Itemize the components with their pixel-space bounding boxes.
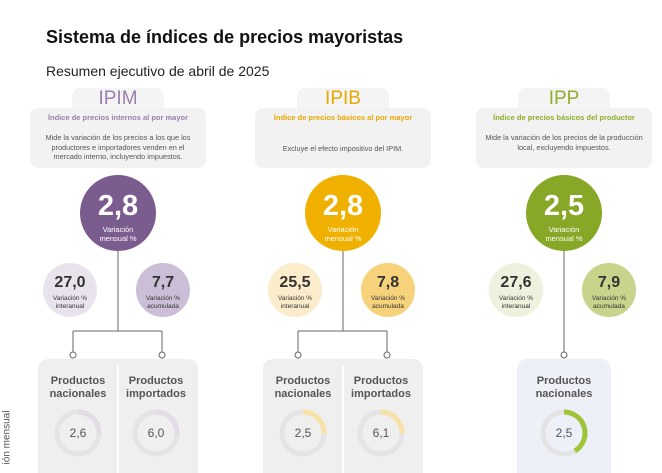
cumulative-circle [136, 263, 190, 317]
index-name: IPIM [98, 88, 138, 109]
index-full-name: Índice de precios básicos al por mayor [273, 113, 413, 122]
cumulative-label: Variación % acumulada [591, 295, 627, 310]
header-tab [72, 88, 164, 114]
cumulative-circle [582, 263, 636, 317]
index-full-name: Índice de precios internos al por mayor [47, 113, 189, 122]
index-description: Mide la variación de los precios a los q… [45, 133, 191, 161]
product-value: 6,0 [147, 426, 165, 440]
description-box [255, 108, 431, 168]
monthly-value: 2,5 [543, 190, 585, 222]
interannual-value: 25,5 [279, 274, 311, 291]
monthly-label: Variación mensual % [324, 225, 362, 243]
donut-arc [563, 409, 588, 454]
interannual-value: 27,0 [54, 274, 86, 291]
subtitle: Resumen ejecutivo de abril de 2025 [46, 63, 270, 79]
products-box [517, 359, 611, 473]
product-value: 2,5 [555, 426, 573, 440]
interannual-label: Variación % interanual [52, 295, 88, 310]
title: Sistema de índices de precios mayoristas [46, 27, 404, 47]
cumulative-value: 7,9 [597, 274, 621, 291]
index-description: Mide la variación de los precios de la p… [485, 133, 643, 152]
product-value: 2,5 [294, 426, 312, 440]
index-full-name: Índice de precios básicos del productor [493, 113, 635, 122]
cumulative-circle [361, 263, 415, 317]
donut-arc [77, 409, 102, 434]
interannual-value: 27,6 [500, 274, 532, 291]
product-label: Productos nacionales [535, 375, 593, 400]
connector-dot [383, 351, 391, 359]
index-name: IPP [548, 88, 580, 109]
side-label: ión mensual [1, 410, 13, 465]
monthly-label: Variación mensual % [99, 225, 137, 243]
interannual-label: Variación % interanual [498, 295, 534, 310]
monthly-circle [305, 175, 381, 251]
monthly-value: 2,8 [97, 190, 139, 222]
donut-arc [380, 409, 405, 434]
monthly-value: 2,8 [322, 190, 364, 222]
header-tab [297, 88, 389, 114]
product-value: 6,1 [372, 426, 390, 440]
donut-arc [155, 409, 180, 434]
description-box [30, 108, 206, 168]
interannual-circle [43, 263, 97, 317]
product-label: Productos importados [126, 375, 186, 400]
monthly-label: Variación mensual % [545, 225, 583, 243]
product-label: Productos nacionales [49, 375, 107, 400]
monthly-circle [526, 175, 602, 251]
product-value: 2,6 [69, 426, 87, 440]
monthly-circle [80, 175, 156, 251]
interannual-label: Variación % interanual [277, 295, 313, 310]
connector-dot [294, 351, 302, 359]
connector-dot [158, 351, 166, 359]
interannual-circle [489, 263, 543, 317]
donut-arc [302, 409, 327, 434]
product-label: Productos nacionales [274, 375, 332, 400]
cumulative-label: Variación % acumulada [145, 295, 181, 310]
product-label: Productos importados [351, 375, 411, 400]
cumulative-value: 7,7 [151, 274, 175, 291]
header-tab [518, 88, 610, 114]
description-box [476, 108, 652, 168]
cumulative-label: Variación % acumulada [370, 295, 406, 310]
interannual-circle [268, 263, 322, 317]
index-description: Excluye el efecto impositivo del IPIM. [282, 144, 404, 153]
connector-dot [69, 351, 77, 359]
index-name: IPIB [325, 88, 361, 109]
cumulative-value: 7,8 [376, 274, 400, 291]
connector-dot [560, 351, 568, 359]
